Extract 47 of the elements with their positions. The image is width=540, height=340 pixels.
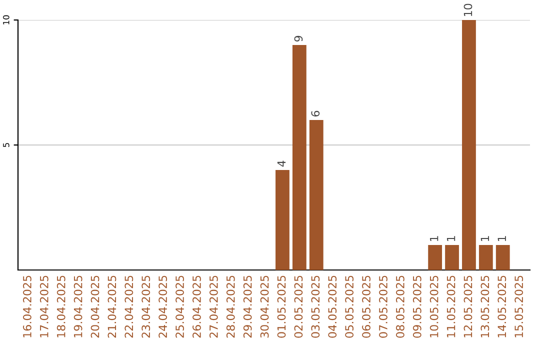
x-tick-label: 16.04.2025 xyxy=(22,276,32,338)
x-tick-label: 09.05.2025 xyxy=(412,276,422,338)
x-tick-label: 27.04.2025 xyxy=(209,276,218,338)
x-tick-label: 05.05.2025 xyxy=(345,276,354,338)
data-label: 1 xyxy=(498,236,506,241)
bar xyxy=(292,45,306,270)
bar xyxy=(462,20,476,270)
x-tick-label: 04.05.2025 xyxy=(328,276,337,338)
bar xyxy=(496,245,510,270)
x-tick-label: 21.04.2025 xyxy=(108,276,116,338)
x-tick-label: 18.04.2025 xyxy=(56,276,66,338)
x-tick-label: 28.04.2025 xyxy=(226,276,235,338)
data-label: 1 xyxy=(430,236,438,241)
data-label: 9 xyxy=(294,36,303,42)
x-tick-label: 17.04.2025 xyxy=(40,276,48,338)
x-tick-label: 24.04.2025 xyxy=(158,276,168,338)
x-tick-label: 01.05.2025 xyxy=(277,276,286,338)
x-tick-label: 20.04.2025 xyxy=(90,276,100,338)
data-label: 4 xyxy=(277,160,286,167)
x-tick-label: 03.05.2025 xyxy=(311,276,320,338)
data-label: 1 xyxy=(446,236,456,241)
data-label: 10 xyxy=(464,4,472,16)
x-tick-label: 22.04.2025 xyxy=(124,276,134,338)
x-tick-label: 12.05.2025 xyxy=(464,276,472,338)
x-tick-label: 15.05.2025 xyxy=(514,276,524,338)
bar xyxy=(478,245,493,270)
bar xyxy=(428,245,442,270)
x-tick-label: 11.05.2025 xyxy=(446,276,456,338)
x-tick-label: 07.05.2025 xyxy=(379,276,388,338)
y-tick-label: 5 xyxy=(3,143,10,148)
bar xyxy=(276,170,290,270)
x-tick-label: 19.04.2025 xyxy=(74,276,82,338)
x-tick-label: 14.05.2025 xyxy=(498,276,506,338)
x-tick-label: 23.04.2025 xyxy=(142,276,150,338)
x-tick-label: 06.05.2025 xyxy=(362,276,370,338)
data-label: 1 xyxy=(480,236,489,241)
x-tick-label: 02.05.2025 xyxy=(294,276,303,338)
bar xyxy=(309,120,324,270)
x-tick-label: 25.04.2025 xyxy=(176,276,184,338)
x-tick-label: 08.05.2025 xyxy=(396,276,404,338)
data-label: 6 xyxy=(311,110,320,116)
x-tick-label: 10.05.2025 xyxy=(430,276,438,338)
bar xyxy=(445,245,459,270)
x-tick-label: 29.04.2025 xyxy=(243,276,252,338)
x-tick-label: 26.04.2025 xyxy=(192,276,201,338)
x-tick-label: 30.04.2025 xyxy=(260,276,269,338)
x-tick-label: 13.05.2025 xyxy=(480,276,490,338)
